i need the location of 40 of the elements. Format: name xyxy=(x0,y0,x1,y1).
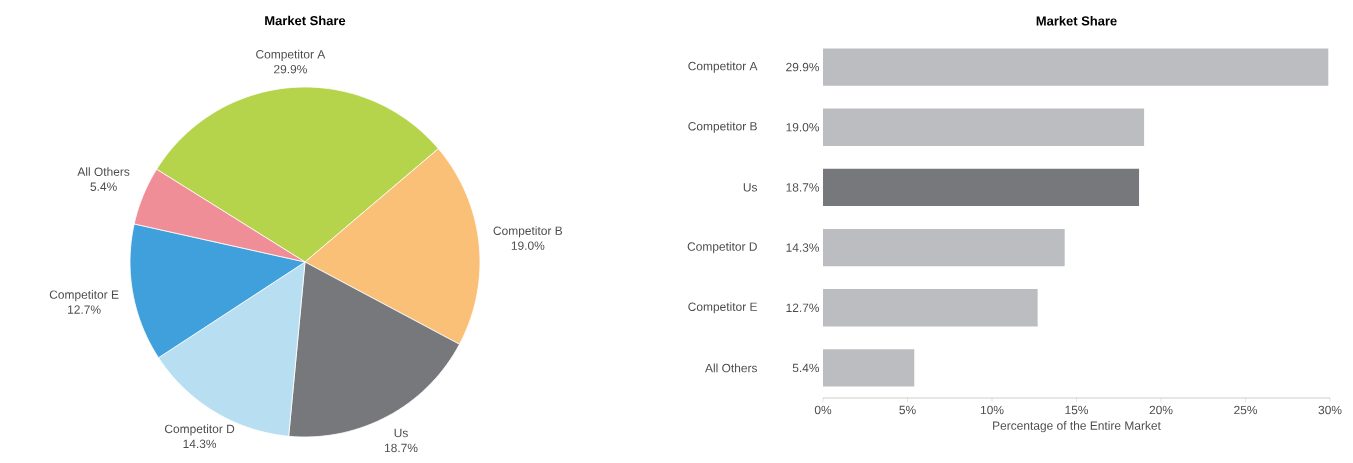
y-tick-label: Competitor A xyxy=(688,61,758,73)
x-tick-label: 25% xyxy=(1234,405,1258,415)
chart-title: Market Share xyxy=(265,15,346,26)
data-label: 18.7% xyxy=(786,183,820,192)
data-label: 12.7% xyxy=(786,303,820,312)
bar xyxy=(823,228,1065,267)
data-label: 5.4% xyxy=(90,182,117,191)
x-tick-label: 20% xyxy=(1149,405,1173,415)
data-label: 19.0% xyxy=(786,123,820,132)
y-tick-label: Competitor B xyxy=(688,121,757,133)
slice-label: All Others xyxy=(77,167,130,176)
bar xyxy=(823,168,1140,207)
bar xyxy=(823,349,915,387)
x-tick-label: 30% xyxy=(1318,405,1342,415)
y-tick-label: Competitor D xyxy=(687,242,757,254)
data-label: 12.7% xyxy=(68,305,101,314)
bar xyxy=(823,108,1145,146)
x-tick-label: 15% xyxy=(1065,405,1089,415)
x-tick-label: 0% xyxy=(814,405,832,415)
slice-label: Us xyxy=(394,428,408,438)
bar xyxy=(823,48,1329,86)
data-label: 19.0% xyxy=(511,241,545,250)
data-label: 5.4% xyxy=(792,363,820,373)
x-tick-label: 10% xyxy=(980,405,1004,415)
y-tick-label: Competitor E xyxy=(688,302,757,314)
slice-label: Competitor D xyxy=(164,424,235,436)
bar xyxy=(823,289,1038,327)
x-axis-title: Percentage of the Entire Market xyxy=(993,421,1161,433)
chart-title: Market Share xyxy=(1036,15,1117,26)
data-label: 29.9% xyxy=(786,62,820,72)
slice-label: Competitor B xyxy=(493,226,563,238)
slice-label: Competitor E xyxy=(49,290,119,302)
x-tick-label: 5% xyxy=(899,405,916,415)
data-label: 18.7% xyxy=(384,443,418,453)
data-label: 14.3% xyxy=(786,243,820,252)
y-tick-label: All Others xyxy=(705,363,758,373)
data-label: 29.9% xyxy=(274,65,307,74)
y-tick-label: Us xyxy=(743,183,758,192)
data-label: 14.3% xyxy=(183,439,217,449)
slice-label: Competitor A xyxy=(256,49,326,61)
